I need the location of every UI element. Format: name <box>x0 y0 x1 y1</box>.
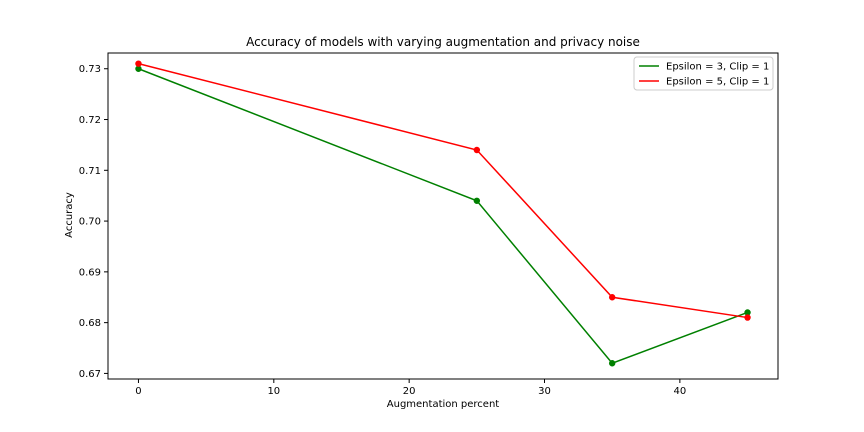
y-tick-label: 0.72 <box>79 115 101 126</box>
series-line-2 <box>138 62 748 319</box>
data-point <box>608 294 616 301</box>
data-point <box>473 146 481 154</box>
x-axis: 0 10 20 30 40 <box>135 379 686 397</box>
data-point <box>744 314 751 321</box>
x-tick-label: 20 <box>403 386 416 397</box>
y-tick-label: 0.69 <box>79 267 101 278</box>
y-tick-label: 0.71 <box>79 166 101 177</box>
legend: Epsilon = 3, Clip = 1 Epsilon = 5, Clip =… <box>633 56 774 91</box>
series-line-1 <box>138 68 748 365</box>
y-axis: 0.67 0.68 0.69 0.70 0.71 0.72 0.73 <box>79 64 108 380</box>
legend-box <box>633 56 774 91</box>
data-point <box>608 360 616 367</box>
legend-label: Epsilon = 3, Clip = 1 <box>666 62 769 73</box>
plot-frame <box>107 52 779 380</box>
data-point <box>744 309 751 316</box>
y-tick-label: 0.70 <box>79 217 101 228</box>
x-axis-label: Augmentation percent <box>387 399 500 410</box>
y-tick-label: 0.73 <box>79 64 101 75</box>
data-point <box>473 197 481 204</box>
data-point <box>135 65 142 72</box>
x-tick-label: 10 <box>267 386 280 397</box>
x-tick-label: 0 <box>135 386 141 397</box>
y-axis-label: Accuracy <box>64 192 75 238</box>
series-layer <box>135 60 751 367</box>
x-tick-label: 30 <box>538 386 551 397</box>
chart-title: Accuracy of models with varying augmenta… <box>246 35 640 49</box>
y-tick-label: 0.68 <box>79 318 101 329</box>
legend-label: Epsilon = 5, Clip = 1 <box>666 77 769 88</box>
plot-area <box>107 52 779 380</box>
data-point <box>135 60 142 67</box>
y-tick-label: 0.67 <box>79 369 101 380</box>
x-tick-label: 40 <box>674 386 687 397</box>
